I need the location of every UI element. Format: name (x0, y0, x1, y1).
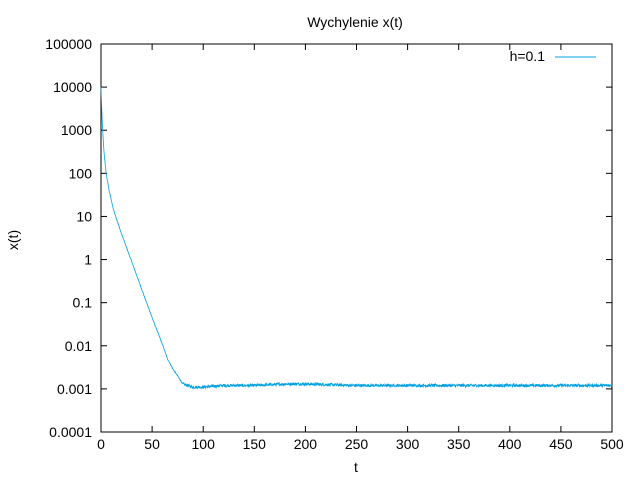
x-tick-label: 100 (192, 436, 216, 452)
y-tick-label: 0.001 (57, 381, 92, 397)
y-axis: 0.0001 0.001 0.01 0.1 1 10 100 1000 10000 100000 (45, 36, 612, 440)
x-tick-label: 150 (243, 436, 267, 452)
plot-frame (100, 43, 613, 433)
x-tick-label: 350 (447, 436, 471, 452)
y-tick-label: 0.01 (65, 338, 92, 354)
y-tick-label: 10 (76, 208, 92, 224)
series-layer (100, 86, 613, 390)
x-tick-label: 0 (97, 436, 105, 452)
series-line-h (100, 86, 613, 390)
x-tick-label: 250 (345, 436, 369, 452)
x-tick-label: 200 (294, 436, 318, 452)
legend: h=0.1 (510, 48, 596, 64)
chart-title: Wychylenie x(t) (307, 14, 403, 30)
x-tick-label: 500 (600, 436, 624, 452)
y-tick-label: 10000 (53, 79, 92, 95)
x-tick-label: 50 (144, 436, 160, 452)
legend-label-h: h=0.1 (510, 48, 546, 64)
x-axis-label: t (354, 459, 358, 475)
y-tick-label: 0.1 (73, 295, 93, 311)
y-tick-label: 1000 (61, 122, 92, 138)
x-tick-label: 400 (498, 436, 522, 452)
y-tick-label: 100 (69, 165, 93, 181)
x-tick-label: 450 (549, 436, 573, 452)
y-tick-label: 100000 (45, 36, 92, 52)
x-axis: 0 50 100 150 200 250 300 350 400 450 500 (97, 44, 624, 452)
y-tick-label: 1 (84, 252, 92, 268)
y-axis-label: x(t) (5, 230, 21, 250)
x-tick-label: 300 (396, 436, 420, 452)
y-tick-label: 0.0001 (49, 424, 92, 440)
